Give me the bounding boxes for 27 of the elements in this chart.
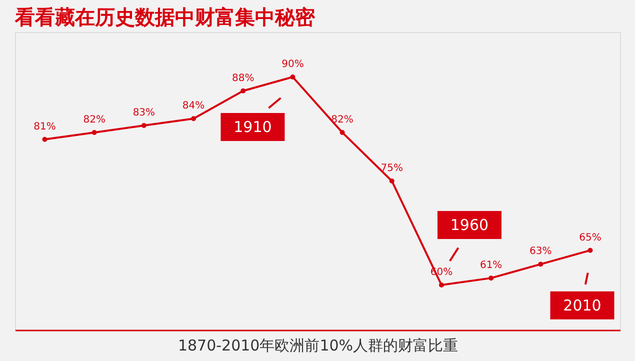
point <box>488 276 494 281</box>
data-label: 81% <box>34 121 56 132</box>
point <box>340 130 345 135</box>
x-axis-title: 1870-2010年欧洲前10%人群的财富比重 <box>178 336 458 354</box>
data-label: 75% <box>380 163 403 174</box>
data-label: 90% <box>282 59 304 70</box>
data-label: 83% <box>132 108 156 119</box>
point <box>538 262 544 267</box>
chart-title: 看看藏在历史数据中财富集中秘密 <box>14 5 316 29</box>
point <box>92 130 97 135</box>
data-label: 63% <box>530 246 552 258</box>
data-label: 84% <box>182 100 205 112</box>
data-label: 82% <box>83 114 106 126</box>
point <box>438 282 444 288</box>
point <box>240 88 246 94</box>
point <box>42 136 48 142</box>
text: 2010 <box>563 296 602 314</box>
annotation: 1960 <box>450 216 489 234</box>
point <box>191 116 196 122</box>
point <box>290 74 296 80</box>
data-label: 61% <box>480 260 502 272</box>
point <box>389 178 394 184</box>
point <box>141 123 146 128</box>
annotation: 1910 <box>234 118 272 136</box>
point <box>588 248 593 253</box>
data-label: 65% <box>579 232 602 244</box>
data-label: 88% <box>232 72 254 84</box>
